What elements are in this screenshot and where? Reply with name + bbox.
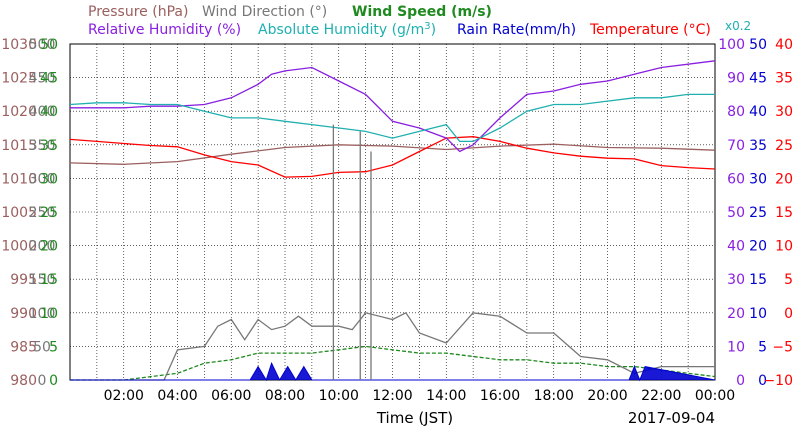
temperature-tick: 30	[775, 104, 793, 120]
pressure-tick: 1025	[1, 71, 37, 87]
wind-speed-tick: 45	[40, 71, 58, 87]
humidity-tick: 70	[727, 138, 745, 154]
wind-direction-tick: 50	[33, 339, 51, 355]
temperature-tick: −5	[772, 339, 793, 355]
chart-date: 2017-09-04	[628, 409, 715, 427]
x-tick-label: 04:00	[157, 388, 197, 404]
x-tick-label: 00:00	[695, 388, 735, 404]
x-tick-label: 12:00	[372, 388, 412, 404]
x-axis-title: Time (JST)	[376, 409, 453, 427]
pressure-tick: 1000	[1, 239, 37, 255]
wind-direction-tick: 150	[29, 272, 56, 288]
humidity-tick: 40	[727, 239, 745, 255]
rain-rate-tick: 25	[749, 205, 767, 221]
wind-direction-tick: 350	[29, 138, 56, 154]
x-tick-label: 22:00	[641, 388, 681, 404]
temperature-line	[69, 136, 716, 178]
temperature-tick: −10	[763, 373, 793, 389]
x-tick-label: 06:00	[211, 388, 251, 404]
wind-speed-tick: 40	[40, 104, 58, 120]
humidity-tick: 10	[727, 339, 745, 355]
pressure-tick: 980	[10, 373, 37, 389]
wind-direction-tick: 300	[29, 171, 56, 187]
temperature-tick: 0	[784, 306, 793, 322]
pressure-tick: 1030	[1, 37, 37, 53]
wind-direction-tick: 450	[29, 71, 56, 87]
wind-speed-tick: 30	[40, 171, 58, 187]
legend-relative-humidity: Relative Humidity (%)	[88, 22, 241, 38]
temperature-tick: 15	[775, 205, 793, 221]
humidity-tick: 30	[727, 272, 745, 288]
wind-speed-tick: 35	[40, 138, 58, 154]
wind-speed-tick: 20	[40, 239, 58, 255]
pressure-tick: 1015	[1, 138, 37, 154]
x-tick-label: 20:00	[587, 388, 627, 404]
rain-rate-tick: 5	[758, 339, 767, 355]
wind-direction-tick: 500	[29, 37, 56, 53]
temperature-tick: 25	[775, 138, 793, 154]
pressure-tick: 995	[10, 272, 37, 288]
humidity-tick: 100	[718, 37, 745, 53]
axis-labels: 1030102510201015101010051000995990985980…	[1, 37, 793, 404]
wind-speed-tick: 25	[40, 205, 58, 221]
pressure-tick: 990	[10, 306, 37, 322]
x-tick-label: 08:00	[265, 388, 305, 404]
humidity-tick: 80	[727, 104, 745, 120]
temperature-tick: 10	[775, 239, 793, 255]
wind_direction-line	[70, 311, 715, 381]
rain-rate-tick: 10	[749, 306, 767, 322]
wind-direction-tick: 100	[29, 306, 56, 322]
temperature-tick: 5	[784, 272, 793, 288]
humidity-tick: 60	[727, 171, 745, 187]
x-tick-label: 18:00	[534, 388, 574, 404]
wind-direction-tick: 250	[29, 205, 56, 221]
wind-direction-tick: 400	[29, 104, 56, 120]
legend-rain-rate: Rain Rate(mm/h)	[457, 22, 576, 38]
wind-direction-tick: 0	[38, 373, 47, 389]
rain-rate-tick: 15	[749, 272, 767, 288]
rain-rate-tick: 40	[749, 104, 767, 120]
temperature-tick: 35	[775, 71, 793, 87]
rain-rate-tick: 45	[749, 71, 767, 87]
x-tick-label: 10:00	[319, 388, 359, 404]
wind-speed-tick: 0	[49, 373, 58, 389]
wind-speed-tick: 5	[49, 339, 58, 355]
pressure-tick: 985	[10, 339, 37, 355]
wind-direction-tick: 200	[29, 239, 56, 255]
pressure-tick: 1010	[1, 171, 37, 187]
humidity-tick: 0	[736, 373, 745, 389]
series-layer	[69, 60, 716, 382]
rain-rate-tick: 20	[749, 239, 767, 255]
humidity-tick: 90	[727, 71, 745, 87]
rain-rate-tick: 0	[758, 373, 767, 389]
wind-speed-tick: 50	[40, 37, 58, 53]
legend-wind-speed: Wind Speed (m/s)	[352, 4, 492, 20]
legend-pressure: Pressure (hPa)	[88, 4, 188, 20]
absolute_humidity-line	[69, 93, 715, 143]
pressure-tick: 1020	[1, 104, 37, 120]
rain-rate-tick: 30	[749, 171, 767, 187]
temperature-tick: 20	[775, 171, 793, 187]
pressure-line	[69, 143, 716, 165]
legend-abs-scale-note: x0.2	[725, 19, 751, 33]
temperature-tick: 40	[775, 37, 793, 53]
relative_humidity-line	[70, 60, 716, 153]
legend-temperature: Temperature (°C)	[589, 22, 711, 38]
x-tick-label: 14:00	[426, 388, 466, 404]
legend-absolute-humidity: Absolute Humidity (g/m3)	[258, 21, 436, 38]
wind-speed-tick: 15	[40, 272, 58, 288]
humidity-tick: 50	[727, 205, 745, 221]
legend-wind-direction: Wind Direction (°)	[202, 4, 327, 20]
humidity-tick: 20	[727, 306, 745, 322]
pressure-tick: 1005	[1, 205, 37, 221]
rain-rate-tick: 35	[749, 138, 767, 154]
rain_rate-line	[70, 361, 716, 382]
grid	[70, 44, 715, 380]
x-tick-label: 16:00	[480, 388, 520, 404]
wind-speed-tick: 10	[40, 306, 58, 322]
x-tick-label: 02:00	[104, 388, 144, 404]
rain-rate-tick: 50	[749, 37, 767, 53]
